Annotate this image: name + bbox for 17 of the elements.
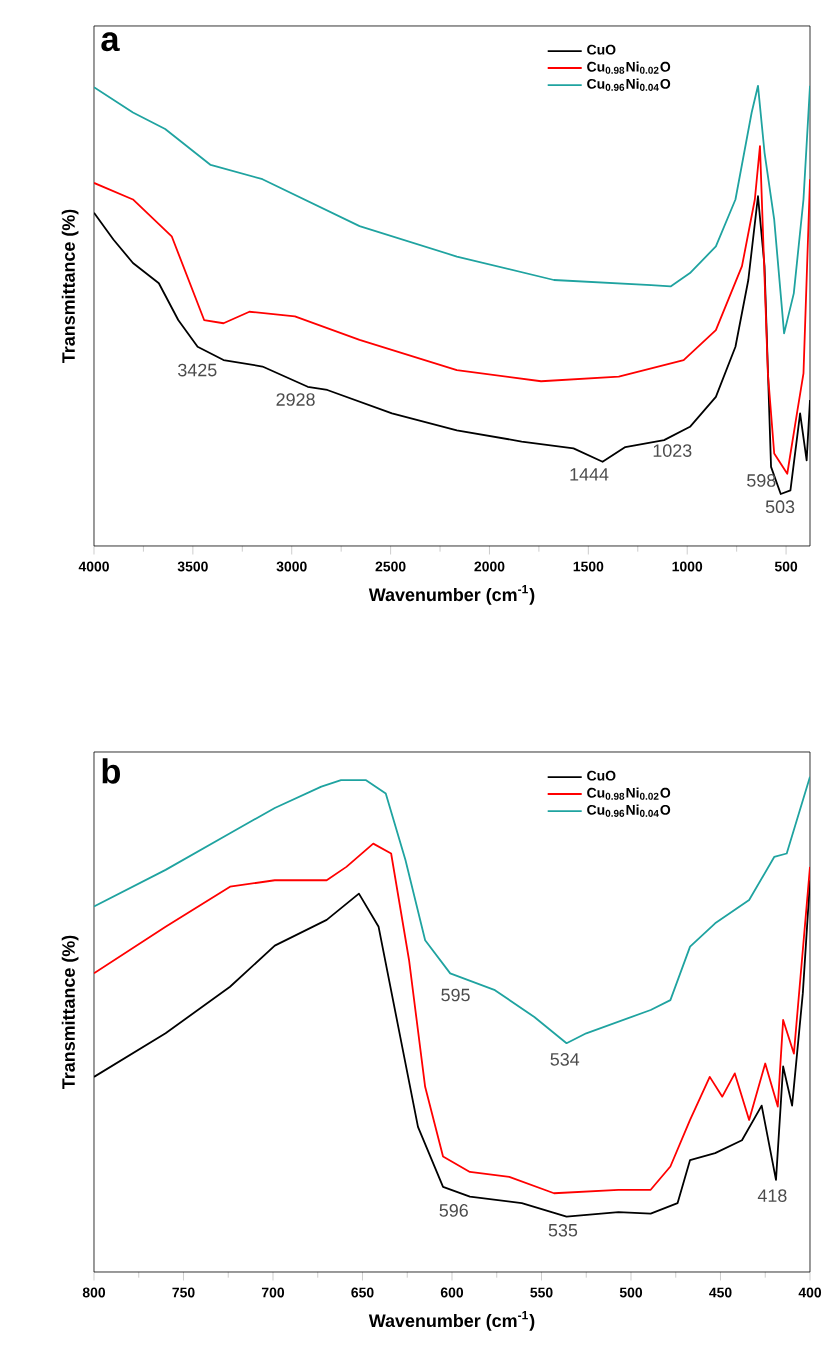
annotation: 418 bbox=[757, 1189, 787, 1202]
annotation: 3425 bbox=[178, 363, 217, 377]
annotation: 595 bbox=[441, 988, 470, 1002]
x-axis-title: Wavenumber (cm$^{-1}$) bbox=[368, 585, 535, 605]
annotation: 534 bbox=[550, 1053, 580, 1066]
annotation: 503 bbox=[765, 500, 795, 514]
annotation: 1444 bbox=[570, 468, 609, 481]
y-axis-title: Transmittance (%) bbox=[61, 935, 79, 1090]
annotation: 596 bbox=[439, 1204, 468, 1217]
chart-title: b bbox=[102, 758, 120, 784]
annotation: 598 bbox=[747, 474, 776, 487]
annotation: 535 bbox=[548, 1223, 578, 1237]
y-axis-title: Transmittance (%) bbox=[61, 209, 79, 364]
annotation: 2928 bbox=[276, 393, 315, 406]
x-axis-title: Wavenumber (cm$^{-1}$) bbox=[368, 1311, 535, 1331]
annotation: 1023 bbox=[653, 444, 692, 457]
chart-title: a bbox=[101, 32, 120, 52]
